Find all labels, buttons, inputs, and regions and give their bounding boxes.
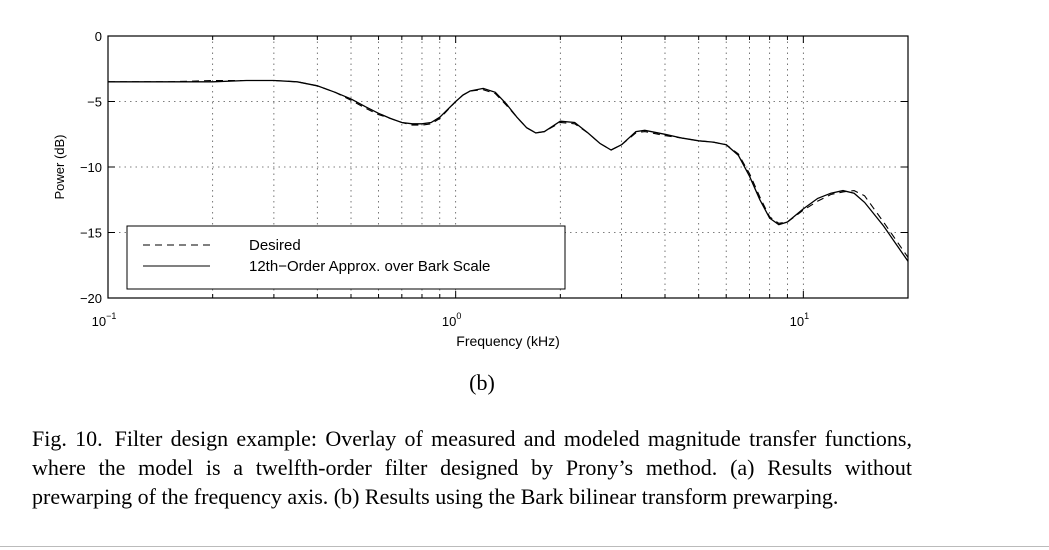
approx-curve <box>108 79 909 262</box>
x-axis-label: Frequency (kHz) <box>456 333 559 349</box>
y-axis: 0 −5 −10 −15 −20 <box>80 29 908 306</box>
y-tick-label: −10 <box>80 160 102 175</box>
figure-caption: Fig. 10. Filter design example: Overlay o… <box>32 424 912 511</box>
y-tick-label: 0 <box>95 29 102 44</box>
y-axis-label: Power (dB) <box>52 134 67 199</box>
figure-sublabel: (b) <box>469 370 495 395</box>
x-tick-label: 101 <box>790 311 809 329</box>
y-tick-label: −20 <box>80 291 102 306</box>
legend-label: 12th−Order Approx. over Bark Scale <box>249 258 490 275</box>
x-axis: 10−1 100 101 <box>92 36 909 329</box>
legend-label: Desired <box>249 237 301 254</box>
y-tick-label: −15 <box>80 226 102 241</box>
plot-frame <box>107 35 909 299</box>
legend-box <box>126 225 566 290</box>
data-series <box>108 79 909 262</box>
x-tick-label: 10−1 <box>92 311 117 329</box>
legend: Desired 12th−Order Approx. over Bark Scal… <box>126 225 566 290</box>
page-divider <box>0 546 1049 547</box>
caption-text: Filter design example: Overlay of measur… <box>32 426 912 509</box>
y-tick-label: −5 <box>87 95 102 110</box>
x-tick-label: 100 <box>442 311 461 329</box>
caption-number: Fig. 10. <box>32 426 103 451</box>
frequency-response-plot: 10−1 100 101 0 −5 −10 −15 −20 Desired 12th−Orde… <box>52 29 909 349</box>
